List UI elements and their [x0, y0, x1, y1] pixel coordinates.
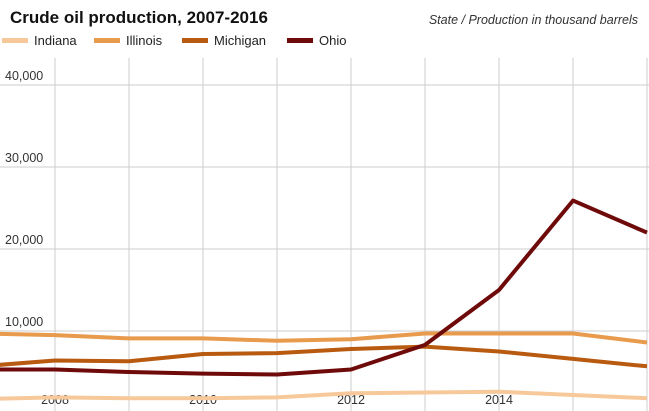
legend-label-indiana: Indiana — [34, 33, 77, 48]
y-tick-label-20000: 20,000 — [5, 233, 43, 247]
series-line-michigan — [0, 344, 648, 369]
y-tick-label-10000: 10,000 — [5, 315, 43, 329]
legend-label-illinois: Illinois — [126, 33, 163, 48]
y-tick-label-30000: 30,000 — [5, 151, 43, 165]
legend-swatch-ohio — [287, 38, 313, 43]
series-line-ohio — [0, 198, 648, 377]
x-tick-label-2008: 2008 — [41, 393, 69, 407]
chart-title: Crude oil production, 2007-2016 — [10, 8, 268, 27]
x-tick-label-2014: 2014 — [485, 393, 513, 407]
chart-subtitle: State / Production in thousand barrels — [428, 13, 638, 27]
legend-label-michigan: Michigan — [214, 33, 267, 48]
x-tick-label-2012: 2012 — [337, 393, 365, 407]
legend-swatch-michigan — [182, 38, 208, 43]
series-line-illinois — [0, 331, 648, 345]
y-tick-label-40000: 40,000 — [5, 69, 43, 83]
legend-label-ohio: Ohio — [319, 33, 347, 48]
legend-swatch-indiana — [2, 38, 28, 43]
legend: Indiana Illinois Michigan Ohio — [0, 33, 649, 50]
legend-swatch-illinois — [94, 38, 120, 43]
series-line-indiana — [0, 389, 648, 401]
